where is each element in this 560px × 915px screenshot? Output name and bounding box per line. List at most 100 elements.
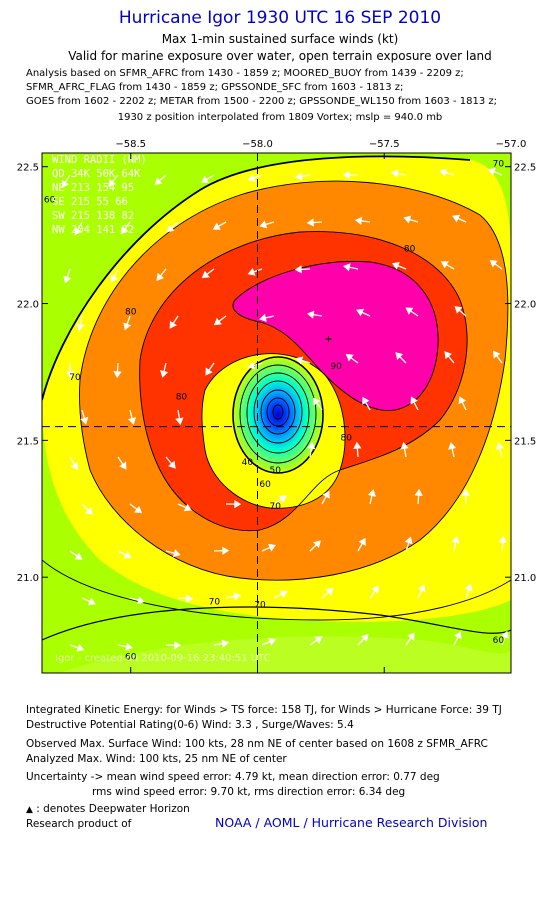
analysis-sources-line-2: SFMR_AFRC_FLAG from 1430 - 1859 z; GPSSO…: [26, 82, 404, 93]
dpr-line: Destructive Potential Rating(0-6) Wind: …: [26, 719, 354, 731]
wind-vector-head: [440, 261, 449, 269]
contour-label: 60: [493, 636, 505, 646]
x-tick-label-top: −58.0: [242, 139, 273, 150]
wind-vector-head: [84, 506, 93, 515]
wind-vector-head: [120, 226, 129, 235]
wind-vector-head: [61, 179, 70, 188]
wind-vector-head: [113, 371, 122, 379]
wind-vector-head: [391, 262, 400, 270]
wind-radii-header: QD 34K 50K 64K: [52, 168, 141, 180]
wind-radii-table: WIND RADII (NM) QD 34K 50K 64K NE 213 15…: [52, 154, 147, 236]
wind-vector-head: [156, 272, 165, 281]
wind-vector-head: [403, 215, 412, 224]
wind-vector-head: [123, 551, 132, 559]
wind-vector-head: [489, 260, 498, 268]
band-above-90: [232, 261, 439, 411]
contour-label: 70: [69, 373, 81, 383]
contour-labels: 60 70 80 80 80 80 90 40 50 60 70 70 70 70 60 60: [44, 160, 504, 663]
contour-label: 90: [330, 362, 342, 372]
wind-radii-row: SW 215 138 82: [52, 210, 134, 222]
page-title: Hurricane Igor 1930 UTC 16 SEP 2010: [118, 8, 442, 28]
wind-vector-head: [343, 263, 351, 272]
observed-max-line: Observed Max. Surface Wind: 100 kts, 28 …: [26, 738, 488, 750]
wind-vector-head: [313, 397, 321, 406]
y-tick-label-right: 22.0: [514, 300, 536, 311]
noaa-aoml-link[interactable]: NOAA / AOML / Hurricane Research Divisio…: [215, 815, 488, 830]
wind-vector-head: [74, 227, 82, 236]
wind-vector-head: [307, 441, 316, 450]
triangle-icon: ▲: [26, 805, 33, 815]
contour-label: 80: [125, 307, 137, 317]
wind-vector-head: [175, 417, 184, 426]
x-tick-label-top: −57.5: [369, 139, 400, 150]
wind-vector-head: [186, 594, 194, 603]
wind-vector-head: [80, 416, 89, 425]
y-tick-label-left: 22.5: [17, 163, 39, 174]
wind-vector-head: [247, 173, 256, 182]
contour-label: 80: [404, 245, 416, 255]
wind-vector-head: [454, 306, 463, 314]
wind-vector-head: [247, 361, 256, 370]
wind-vector-head: [268, 543, 277, 552]
wind-vector-head: [222, 546, 230, 555]
ike-line: Integrated Kinetic Energy: for Winds > T…: [26, 704, 502, 716]
wind-vector-head: [221, 639, 230, 648]
uncertainty-line-2: rms wind speed error: 9.70 kt, rms direc…: [92, 786, 406, 798]
wind-vector-head: [160, 370, 169, 378]
wind-vector-head: [87, 597, 96, 606]
wind-vector-head: [417, 584, 426, 593]
subtitle-exposure: Valid for marine exposure over water, op…: [68, 49, 492, 63]
wind-vector-head: [74, 552, 83, 560]
wind-vector-head: [452, 214, 461, 223]
wind-vector-head: [356, 308, 365, 317]
wind-vector-head: [70, 462, 78, 471]
wind-radii-title: WIND RADII (NM): [52, 154, 147, 166]
wind-vector-head: [259, 313, 267, 322]
wind-vector-head: [371, 585, 379, 594]
plot-frame: [41, 152, 512, 674]
wind-vector-head: [63, 275, 72, 284]
wind-vector-head: [154, 177, 163, 186]
wind-vector-head: [439, 168, 448, 177]
wind-vector-head: [362, 396, 370, 405]
wind-vector-head: [110, 274, 118, 283]
wind-vector-head: [345, 353, 354, 362]
contour-label: 70: [254, 600, 266, 610]
wind-vector-head: [259, 220, 268, 229]
contour-label: 80: [176, 392, 188, 402]
wind-vector-head: [174, 641, 182, 650]
wind-vector-head: [234, 499, 242, 509]
wind-radii-row: SE 215 55 66: [52, 196, 128, 208]
wind-vector-head: [367, 489, 376, 497]
wind-vector-head: [487, 167, 496, 176]
wind-vector-head: [498, 535, 507, 544]
wind-vector-head: [168, 460, 176, 469]
wind-vector-head: [451, 536, 460, 544]
x-tick-label-top: −57.0: [496, 139, 527, 150]
wind-vector-head: [183, 503, 192, 512]
wind-vector-head: [448, 442, 457, 450]
y-tick-label-right: 21.5: [514, 436, 536, 447]
watermark: Igor - created on 2010-09-16 23:40:51 UT…: [55, 653, 271, 664]
wind-vector-head: [464, 583, 473, 592]
wind-vector-head: [342, 170, 350, 180]
contour-lines: [42, 155, 511, 641]
wind-vector-head: [458, 396, 467, 405]
band-lower-light: [60, 636, 511, 673]
wind-vector-head: [201, 270, 210, 279]
wind-vector-head: [414, 488, 423, 496]
wind-vector-head: [306, 310, 315, 319]
wind-vector-head: [306, 218, 314, 227]
wind-field-chart: 60 70 80 80 80 80 90 40 50 60 70 70 70 70 60 60 WIND RA…: [17, 139, 536, 674]
wind-vector-head: [405, 307, 414, 315]
wind-radii-row: NE 213 154 95: [52, 182, 134, 194]
wind-vector-head: [314, 636, 323, 644]
wind-vector-head: [278, 495, 287, 503]
wind-vector-head: [200, 175, 209, 183]
wind-vector-head: [233, 592, 241, 601]
wind-vector-head: [395, 352, 404, 360]
wind-vector-head: [108, 178, 116, 187]
wind-vector-head: [313, 540, 321, 549]
wind-vector-head: [119, 461, 127, 470]
center-crosshair: [42, 153, 511, 673]
